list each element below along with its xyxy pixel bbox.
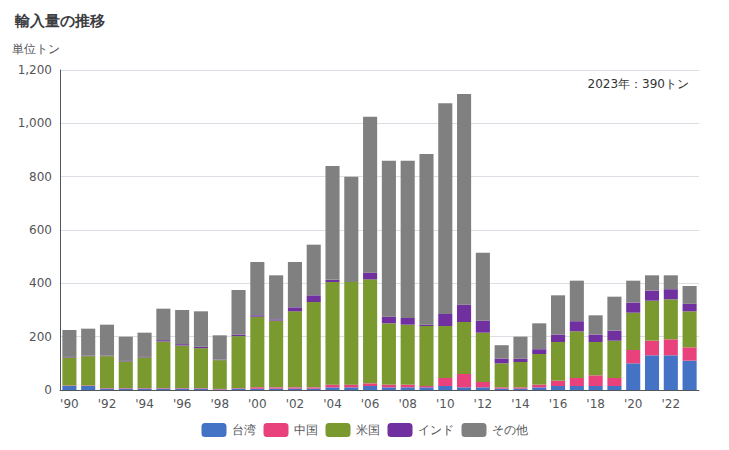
svg-text:'94: '94 bbox=[135, 397, 154, 411]
svg-text:'02: '02 bbox=[286, 397, 305, 411]
svg-text:200: 200 bbox=[29, 330, 52, 344]
svg-text:輸入量の推移: 輸入量の推移 bbox=[14, 12, 105, 30]
svg-text:'06: '06 bbox=[361, 397, 380, 411]
svg-text:1,200: 1,200 bbox=[18, 63, 52, 77]
svg-text:'92: '92 bbox=[98, 397, 117, 411]
svg-text:800: 800 bbox=[29, 170, 52, 184]
svg-text:1,000: 1,000 bbox=[18, 116, 52, 130]
svg-text:'10: '10 bbox=[436, 397, 455, 411]
svg-text:'00: '00 bbox=[248, 397, 267, 411]
svg-text:'22: '22 bbox=[662, 397, 681, 411]
svg-text:中国: 中国 bbox=[294, 423, 318, 437]
svg-text:'98: '98 bbox=[210, 397, 229, 411]
svg-text:台湾: 台湾 bbox=[232, 423, 256, 437]
svg-text:'12: '12 bbox=[474, 397, 493, 411]
svg-text:'18: '18 bbox=[586, 397, 605, 411]
svg-text:インド: インド bbox=[418, 423, 454, 437]
svg-text:'90: '90 bbox=[60, 397, 79, 411]
svg-text:'20: '20 bbox=[624, 397, 643, 411]
svg-text:'08: '08 bbox=[398, 397, 417, 411]
svg-text:600: 600 bbox=[29, 223, 52, 237]
svg-text:'04: '04 bbox=[323, 397, 342, 411]
svg-text:'96: '96 bbox=[173, 397, 192, 411]
svg-text:'14: '14 bbox=[511, 397, 530, 411]
svg-text:2023年：390トン: 2023年：390トン bbox=[588, 77, 689, 91]
svg-text:0: 0 bbox=[44, 383, 52, 397]
svg-text:400: 400 bbox=[29, 276, 52, 290]
svg-text:米国: 米国 bbox=[356, 423, 380, 437]
svg-text:'16: '16 bbox=[549, 397, 568, 411]
svg-text:単位トン: 単位トン bbox=[12, 42, 60, 56]
svg-text:その他: その他 bbox=[492, 423, 528, 437]
